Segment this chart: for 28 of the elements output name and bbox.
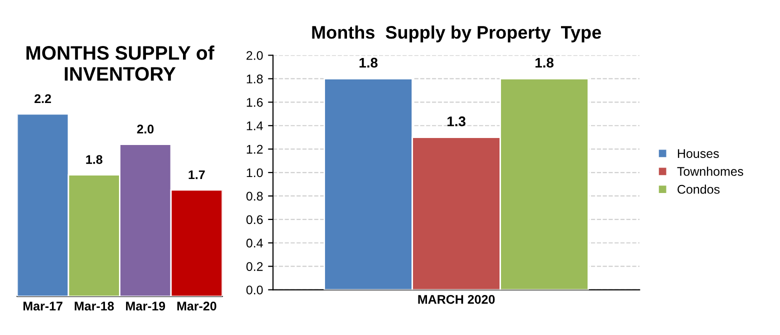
y-tick-label: 0.8	[246, 192, 263, 201]
data-label: 1.7	[188, 170, 205, 180]
x-tick-label: Mar-18	[74, 302, 114, 311]
y-tick-label: 1.0	[246, 168, 263, 178]
y-tick-label: 0.0	[246, 286, 263, 294]
legend-label: Condos	[678, 184, 720, 194]
y-tick-label: 1.6	[246, 98, 263, 107]
x-tick-label: Mar-19	[126, 302, 166, 311]
x-tick-label: MARCH 2020	[418, 294, 495, 304]
y-tick-label: 1.4	[246, 122, 263, 130]
y-tick-label: 1.2	[246, 144, 263, 154]
data-label: 1.8	[86, 155, 102, 164]
y-tick-label: 0.2	[246, 262, 263, 271]
chart-title: Months Supply by Property Type	[312, 26, 601, 42]
y-tick-label: 0.6	[246, 215, 263, 224]
x-tick-label: Mar-17	[23, 302, 62, 311]
y-tick-label: 1.8	[246, 74, 263, 84]
data-label: 1.3	[448, 116, 466, 126]
legend-label: Houses	[678, 149, 719, 158]
y-tick-label: 0.4	[246, 238, 263, 248]
chart-title: MONTHS SUPPLY of INVENTORY	[26, 46, 214, 81]
data-label: 2.2	[34, 94, 51, 103]
x-tick-label: Mar-20	[177, 302, 216, 311]
data-label: 1.8	[536, 58, 554, 68]
data-label: 2.0	[137, 124, 154, 134]
y-tick-label: 2.0	[246, 51, 263, 60]
legend-label: Townhomes	[677, 166, 744, 176]
data-label: 1.8	[360, 58, 378, 68]
